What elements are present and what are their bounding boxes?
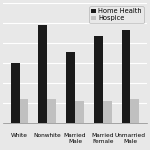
Bar — [130, 99, 139, 123]
Bar — [75, 101, 84, 123]
Bar — [66, 52, 75, 123]
Bar — [20, 99, 28, 123]
Bar — [94, 36, 103, 123]
Bar — [47, 99, 56, 123]
Bar — [11, 63, 20, 123]
Bar — [122, 30, 130, 123]
Legend: Home Health, Hospice: Home Health, Hospice — [89, 6, 144, 23]
Bar — [38, 25, 47, 123]
Bar — [103, 101, 112, 123]
